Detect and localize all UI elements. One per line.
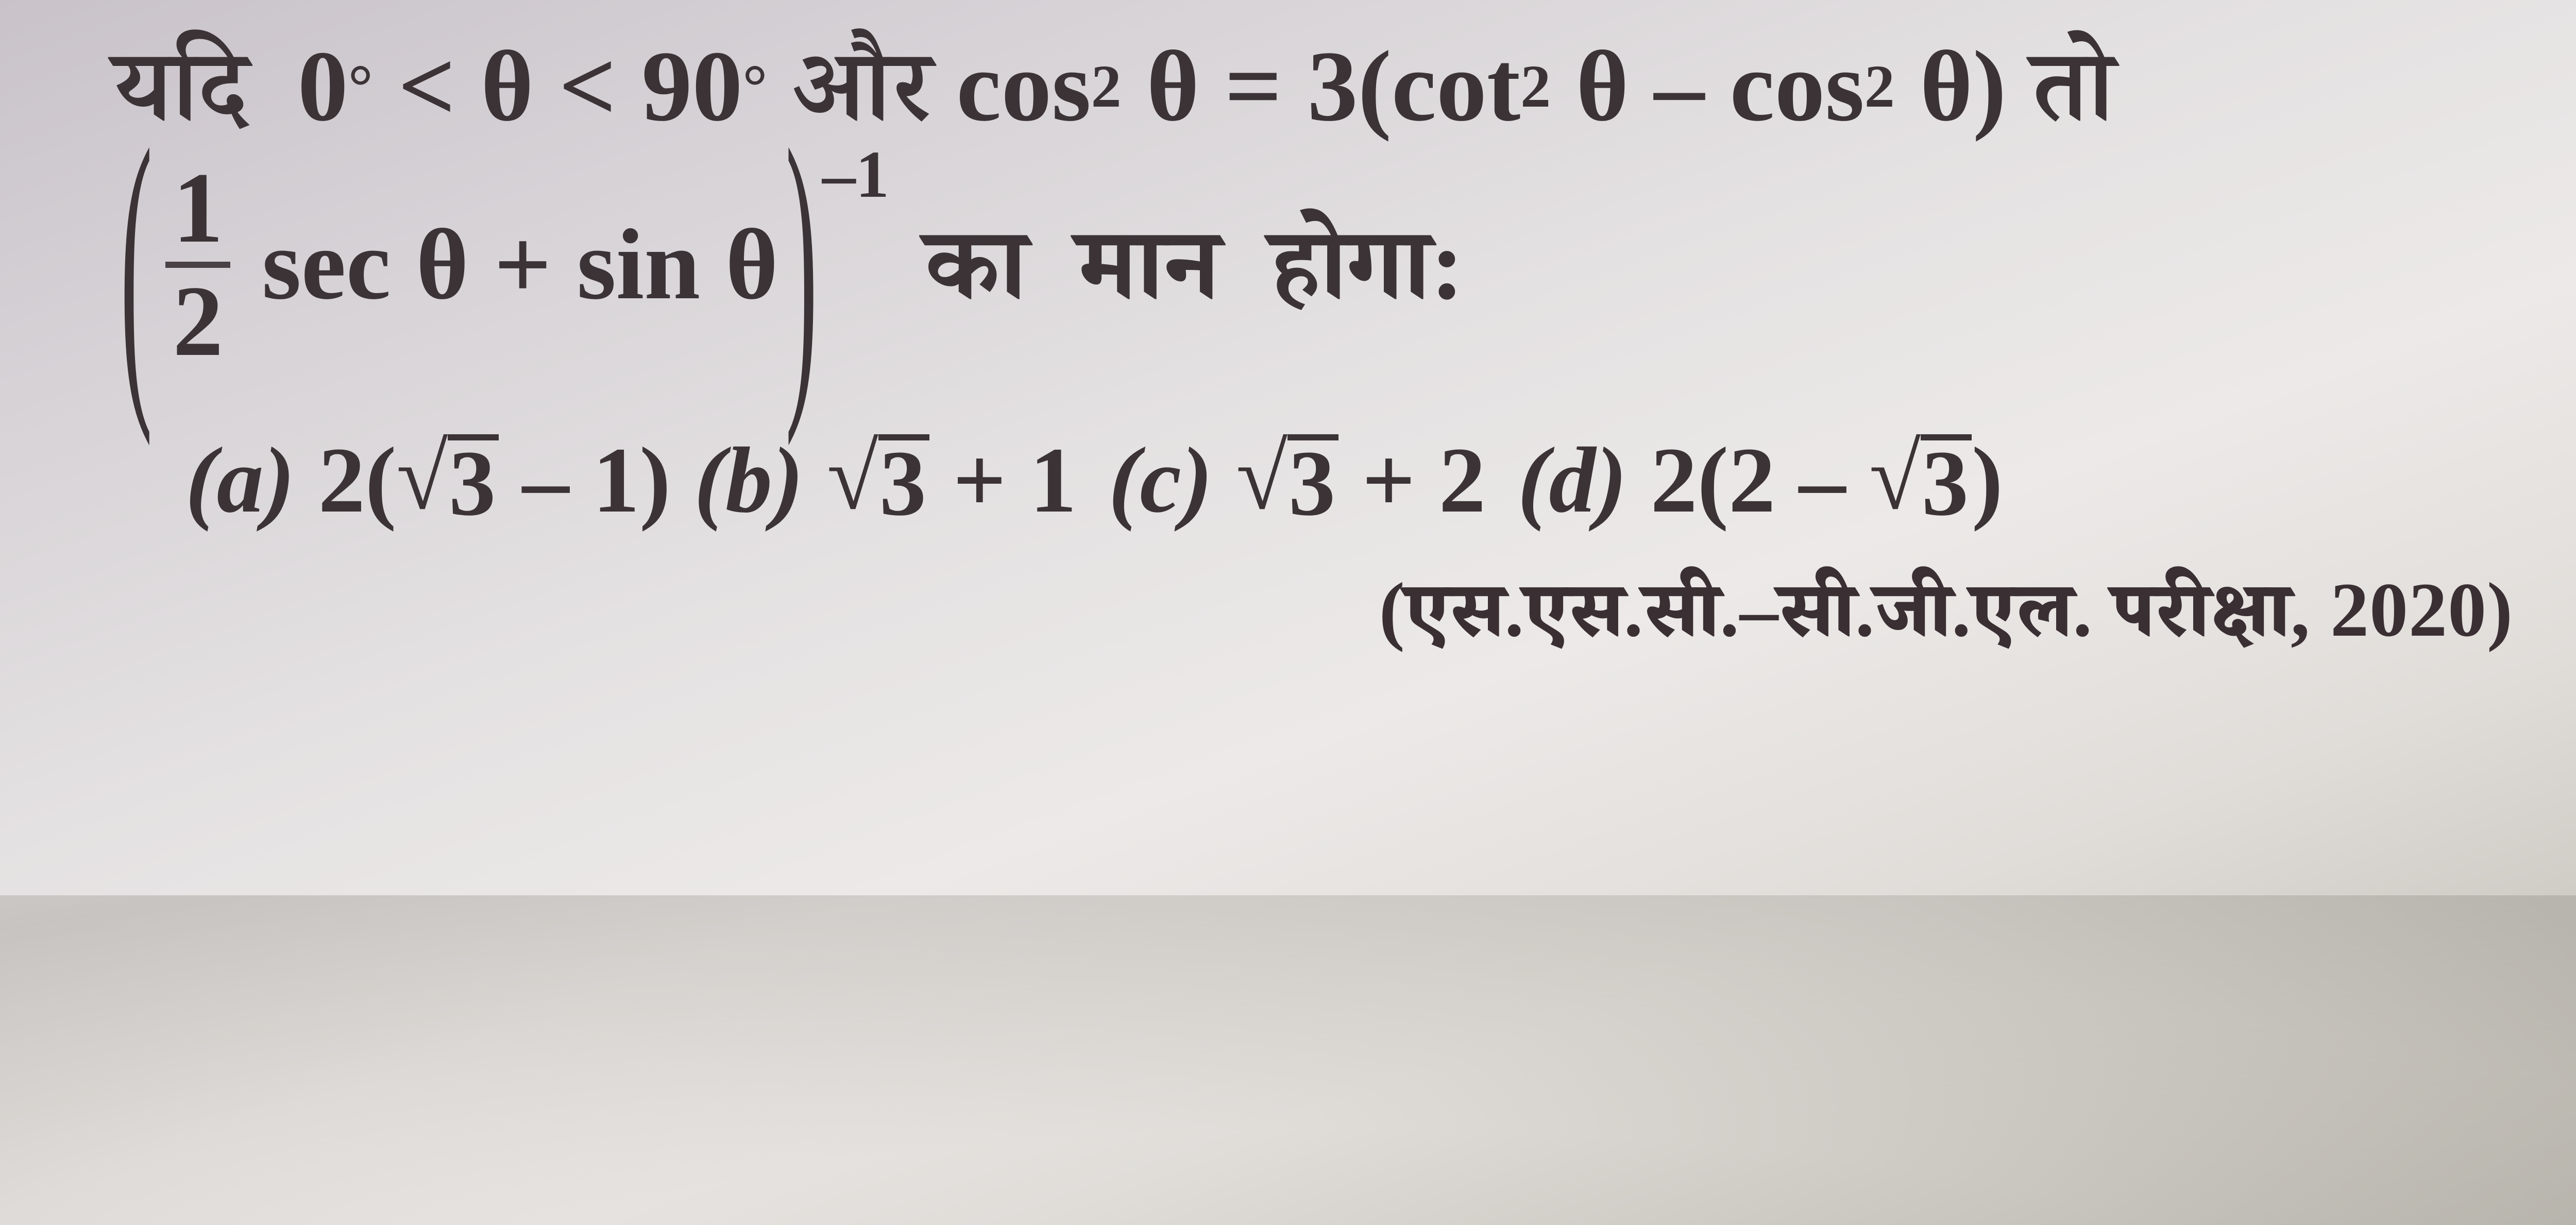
option-b-label: (b) xyxy=(671,434,827,528)
options-row: (a) 2( √ 3 – 1) (b) √ 3 + 1 (c) √ 3 + 2 … xyxy=(185,434,2576,528)
ninety: 90 xyxy=(641,36,742,137)
option-d-label: (d) xyxy=(1518,434,1651,528)
exam-question-page: यदि 0 ° < θ < 90 ° और cos 2 θ = 3( cot 2… xyxy=(0,0,2576,1225)
radicand: 3 xyxy=(448,434,499,526)
radical-sign: √ xyxy=(396,434,448,520)
exponent-minus-one: –1 xyxy=(822,141,889,208)
exponent-2: 2 xyxy=(1865,56,1895,117)
option-c-label: (c) xyxy=(1109,434,1236,528)
theta: θ xyxy=(1895,36,1973,137)
option-a-post: – 1) xyxy=(499,434,671,528)
theta: θ xyxy=(481,36,533,137)
option-d-post: ) xyxy=(1972,434,2003,528)
radicand: 3 xyxy=(878,434,929,526)
option-b-post: + 1 xyxy=(929,434,1077,528)
sqrt-icon: √ 3 xyxy=(827,434,929,526)
ka-maan-hoga: का मान होगा: xyxy=(925,214,1464,315)
less-than: < xyxy=(534,36,642,137)
degree-symbol: ° xyxy=(742,56,767,117)
exponent-2: 2 xyxy=(1520,56,1551,117)
fraction-numerator: 1 xyxy=(165,158,230,259)
expression-line: ( 1 2 sec θ + sin θ ) –1 का मान होगा: xyxy=(113,158,2576,372)
big-right-paren: ) xyxy=(785,100,817,429)
equals: = xyxy=(1225,36,1308,137)
fraction-denominator: 2 xyxy=(165,271,230,372)
word-to: तो xyxy=(2006,36,2114,137)
exponent-2: 2 xyxy=(1091,56,1122,117)
sqrt-icon: √ 3 xyxy=(1236,434,1338,526)
sec-plus-sin: sec θ + sin θ xyxy=(236,214,778,315)
radicand: 3 xyxy=(1921,434,1972,526)
option-c-post: + 2 xyxy=(1338,434,1486,528)
cos-fn: cos xyxy=(956,36,1091,137)
zero: 0 xyxy=(298,36,348,137)
cot-fn: cot xyxy=(1392,36,1520,137)
option-d-pre: 2(2 – xyxy=(1650,434,1869,528)
radical-sign: √ xyxy=(1236,434,1287,520)
fraction-one-half: 1 2 xyxy=(165,158,230,372)
question-condition-line: यदि 0 ° < θ < 90 ° और cos 2 θ = 3( cot 2… xyxy=(113,36,2576,137)
cos-fn: cos xyxy=(1730,36,1864,137)
degree-symbol: ° xyxy=(348,56,373,117)
option-a-label: (a) xyxy=(185,434,318,528)
radical-sign: √ xyxy=(827,434,878,520)
theta: θ xyxy=(1122,36,1225,137)
exam-source-line: (एस.एस.सी.–सी.जी.एल. परीक्षा, 2020) xyxy=(113,564,2576,684)
three-open-paren: 3( xyxy=(1308,36,1392,137)
radical-sign: √ xyxy=(1869,434,1921,520)
option-a-pre: 2( xyxy=(318,434,397,528)
sqrt-icon: √ 3 xyxy=(1869,434,1972,526)
less-than: < xyxy=(373,36,481,137)
big-left-paren: ( xyxy=(120,100,152,429)
sqrt-icon: √ 3 xyxy=(396,434,499,526)
theta: θ xyxy=(1551,36,1654,137)
radicand: 3 xyxy=(1287,434,1338,526)
close-paren: ) xyxy=(1973,36,2006,137)
minus: – xyxy=(1654,36,1730,137)
